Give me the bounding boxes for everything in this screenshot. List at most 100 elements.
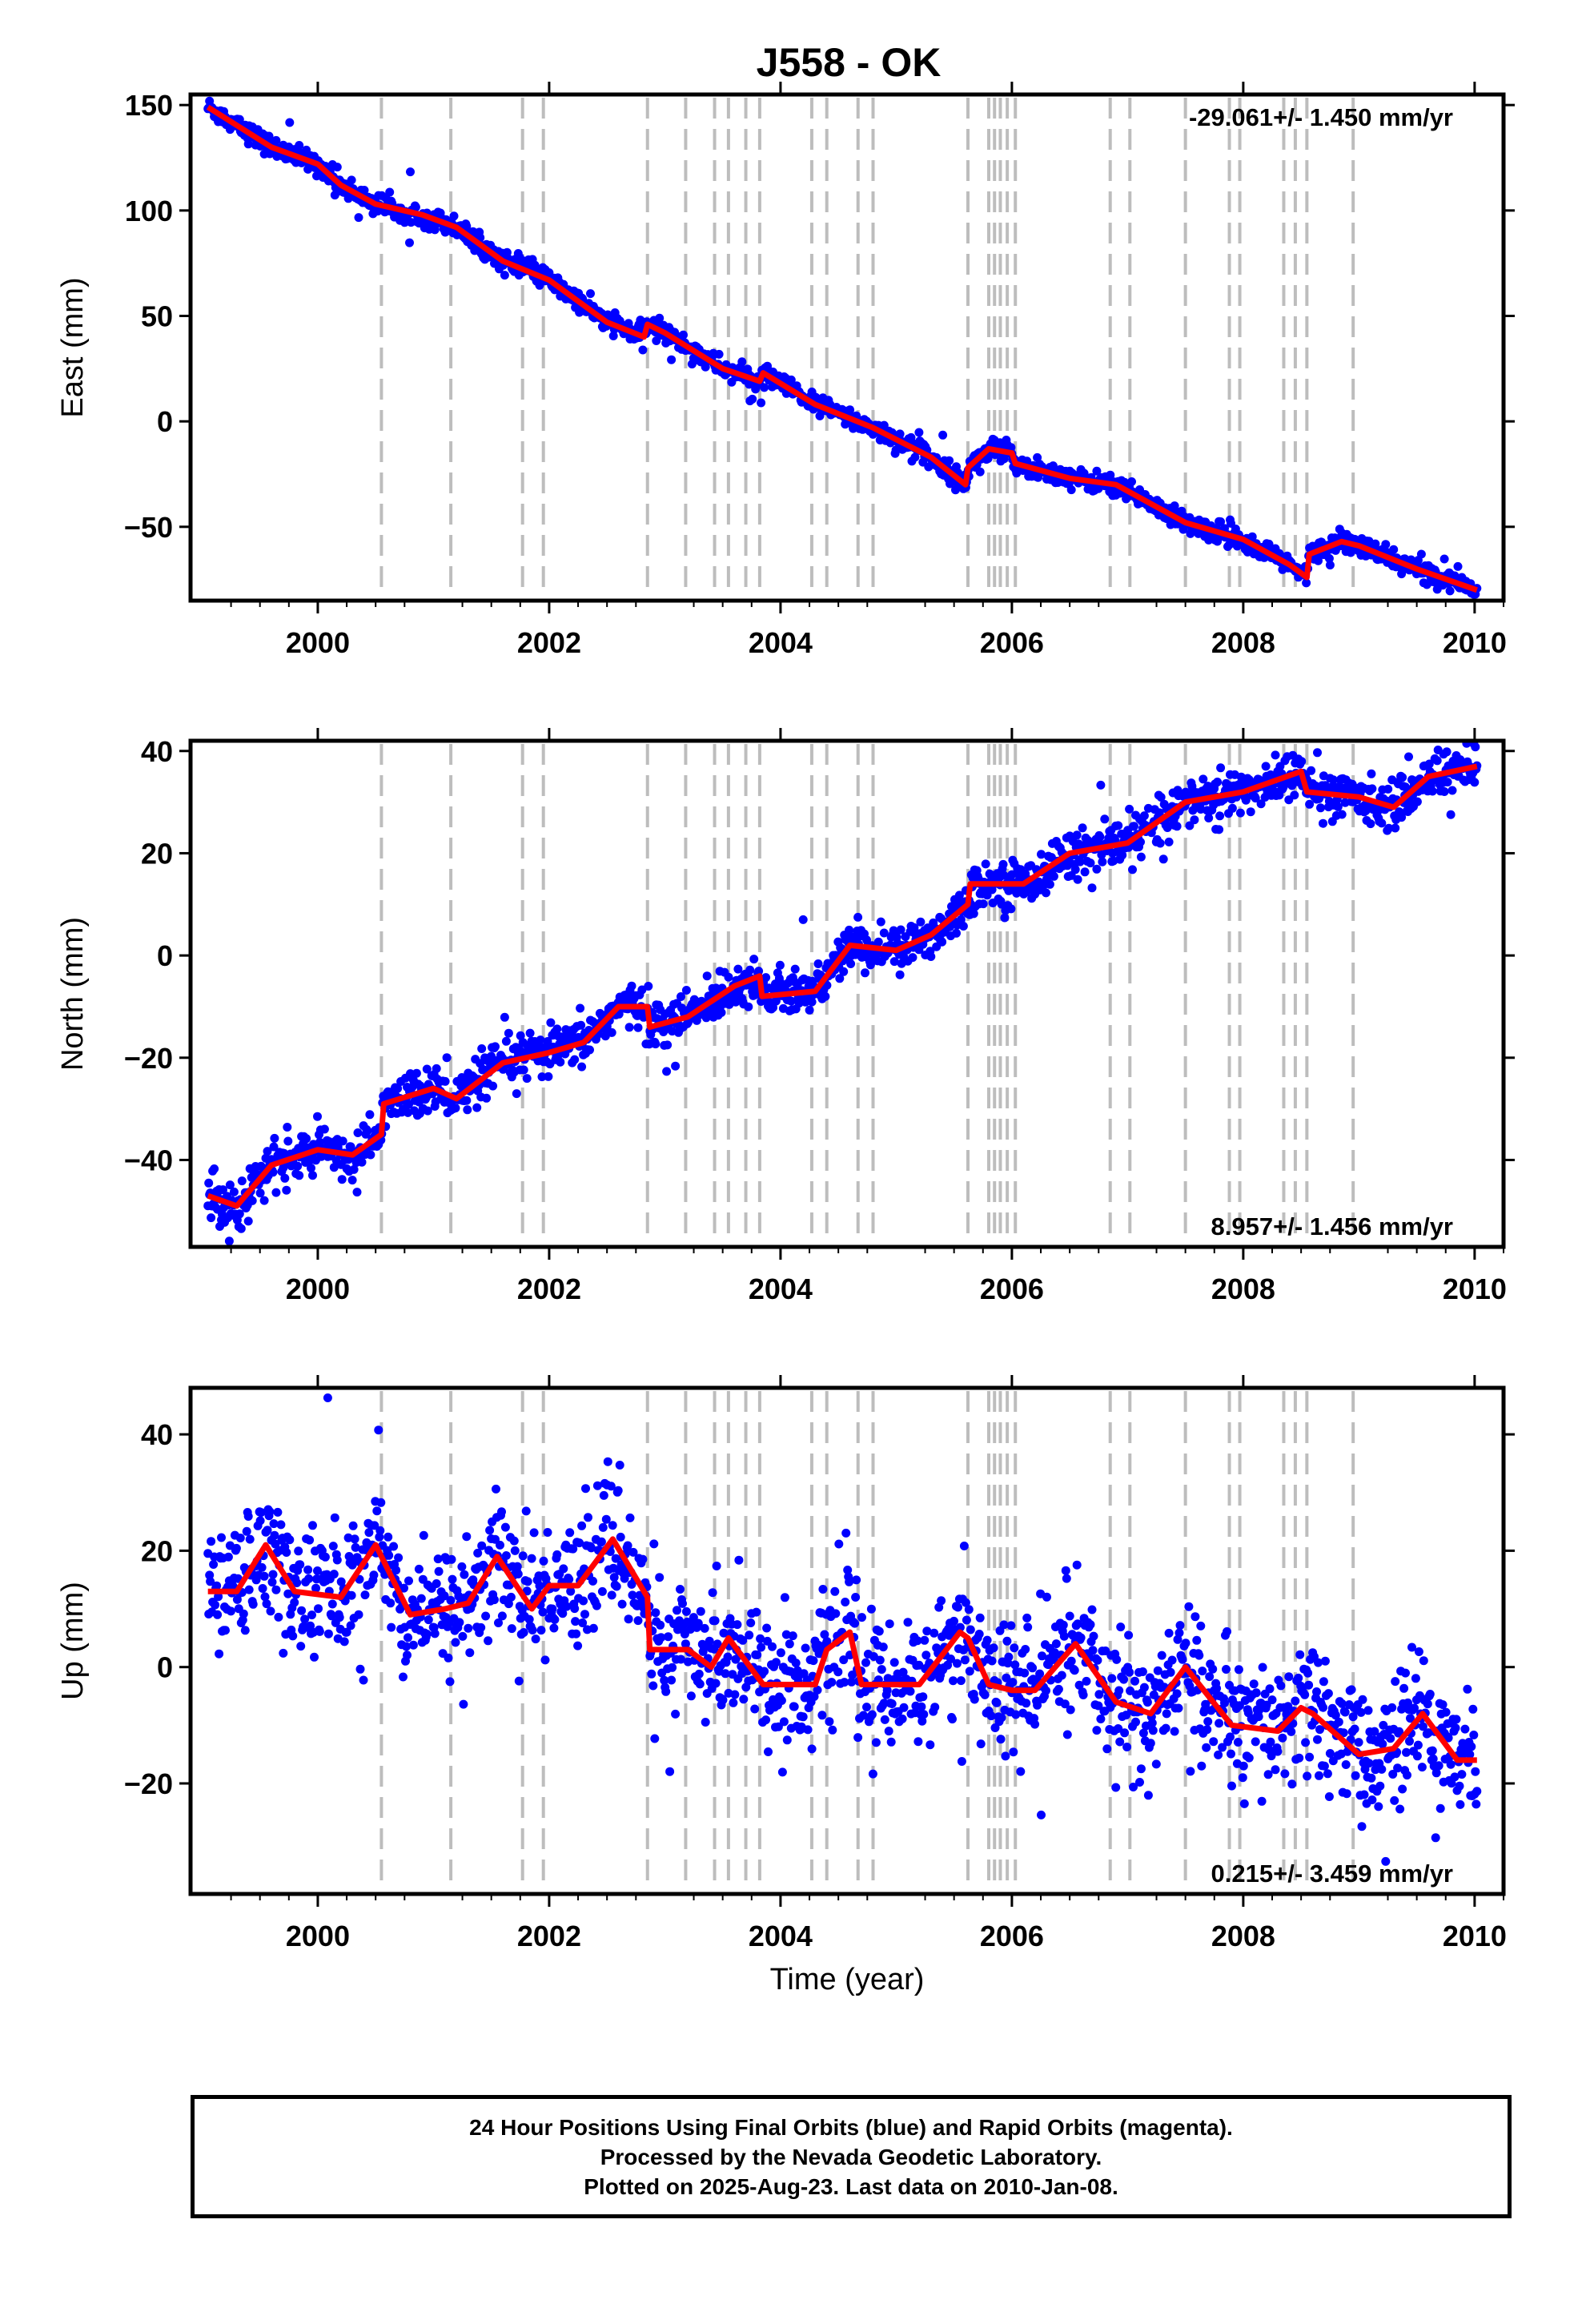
data-point <box>416 1594 426 1603</box>
data-point <box>1377 1764 1387 1774</box>
data-point <box>568 1544 578 1554</box>
data-point <box>791 1659 801 1668</box>
data-point <box>945 456 954 465</box>
data-point <box>525 1028 535 1038</box>
data-point <box>484 1636 493 1646</box>
data-point <box>540 1655 550 1665</box>
data-point <box>867 1710 877 1719</box>
data-point <box>992 1698 1002 1707</box>
data-point <box>760 383 769 392</box>
data-point <box>406 167 415 177</box>
data-point <box>404 1633 412 1642</box>
data-point <box>1337 810 1347 819</box>
data-point <box>934 1602 944 1612</box>
data-point <box>1125 804 1134 814</box>
data-point <box>1350 1724 1359 1734</box>
data-point <box>412 1068 421 1078</box>
data-point <box>536 1035 545 1045</box>
data-point <box>656 1620 665 1630</box>
data-point <box>1313 1735 1322 1744</box>
data-point <box>422 1064 432 1074</box>
data-point <box>562 1602 572 1611</box>
data-point <box>1331 1711 1340 1720</box>
data-point <box>457 1562 467 1571</box>
data-point <box>1102 1744 1112 1754</box>
data-point <box>978 899 988 909</box>
data-point <box>226 1606 235 1616</box>
data-point <box>603 1457 612 1466</box>
data-point <box>608 1521 617 1530</box>
data-point <box>681 1606 691 1616</box>
data-point <box>1074 1680 1084 1690</box>
data-point <box>307 1610 316 1620</box>
data-point <box>1337 1699 1347 1708</box>
data-point <box>1006 1621 1016 1630</box>
data-point <box>861 1658 870 1667</box>
data-point <box>295 1560 305 1570</box>
data-point <box>229 1187 239 1196</box>
data-point <box>853 912 863 922</box>
data-point <box>1393 1763 1403 1773</box>
data-point <box>1263 1770 1273 1779</box>
data-point <box>1367 1795 1377 1804</box>
data-point <box>962 1615 971 1625</box>
data-point <box>1139 1683 1149 1692</box>
data-point <box>285 118 295 127</box>
data-point <box>970 1695 979 1704</box>
data-point <box>347 1590 356 1600</box>
data-point <box>1395 1804 1405 1814</box>
data-point <box>846 959 856 968</box>
east-data-points <box>203 96 1482 599</box>
data-point <box>206 1577 215 1586</box>
data-point <box>279 1648 288 1658</box>
data-point <box>564 1574 574 1584</box>
data-point <box>1114 1686 1124 1695</box>
data-point <box>592 1481 602 1490</box>
data-point <box>874 1626 884 1636</box>
x-tick-label: 2004 <box>749 1273 813 1305</box>
data-point <box>1124 1630 1134 1640</box>
data-point <box>948 1715 957 1724</box>
data-point <box>1089 1631 1098 1641</box>
data-point <box>987 1656 997 1666</box>
data-point <box>295 141 304 150</box>
data-point <box>885 1619 894 1629</box>
data-point <box>215 1649 224 1659</box>
data-point <box>1000 913 1010 923</box>
data-point <box>1314 556 1323 565</box>
data-point <box>835 974 845 983</box>
data-point <box>213 1610 223 1619</box>
data-point <box>1066 485 1076 495</box>
data-point <box>785 1639 794 1649</box>
data-point <box>491 1534 500 1544</box>
north-plot-frame <box>188 738 1506 1249</box>
data-point <box>446 1595 456 1605</box>
x-tick-label: 2008 <box>1211 1273 1275 1305</box>
data-point <box>581 1484 590 1494</box>
data-point <box>756 1634 765 1643</box>
data-point <box>771 1658 781 1667</box>
data-point <box>1294 1673 1303 1683</box>
data-point <box>833 1667 843 1677</box>
data-point <box>1075 857 1085 866</box>
data-point <box>625 1513 635 1522</box>
data-point <box>1048 461 1058 471</box>
data-point <box>676 1585 685 1594</box>
data-point <box>668 1663 677 1672</box>
data-point <box>242 1526 251 1536</box>
data-point <box>1042 1686 1050 1695</box>
data-point <box>807 1744 817 1754</box>
y-tick-label: 0 <box>157 939 173 972</box>
data-point <box>596 1537 606 1546</box>
data-point <box>329 1570 339 1579</box>
data-point <box>615 1461 624 1470</box>
data-point <box>649 1539 659 1549</box>
data-point <box>536 1626 546 1635</box>
data-point <box>1023 1622 1033 1632</box>
data-point <box>575 1538 584 1548</box>
data-point <box>357 1157 367 1167</box>
data-point <box>440 1076 450 1086</box>
data-point <box>1192 1635 1202 1645</box>
data-point <box>665 1767 675 1776</box>
data-point <box>1370 1727 1379 1736</box>
